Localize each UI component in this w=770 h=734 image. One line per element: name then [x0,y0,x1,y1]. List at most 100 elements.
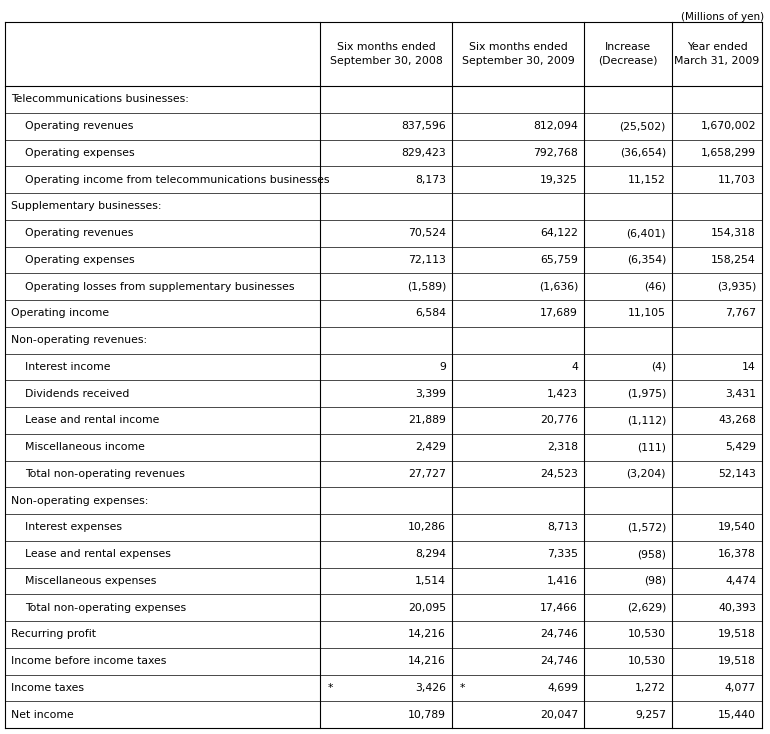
Text: 64,122: 64,122 [540,228,578,238]
Text: 4,474: 4,474 [725,576,756,586]
Text: (2,629): (2,629) [627,603,666,613]
Text: 8,713: 8,713 [547,523,578,532]
Text: 19,518: 19,518 [718,656,756,666]
Text: Six months ended
September 30, 2008: Six months ended September 30, 2008 [330,43,443,65]
Text: 14,216: 14,216 [408,629,446,639]
Text: *: * [328,683,333,693]
Text: (111): (111) [637,442,666,452]
Text: Dividends received: Dividends received [25,388,129,399]
Text: 9,257: 9,257 [635,710,666,719]
Text: 4,699: 4,699 [547,683,578,693]
Text: (25,502): (25,502) [620,121,666,131]
Text: 40,393: 40,393 [718,603,756,613]
Text: Lease and rental income: Lease and rental income [25,415,159,426]
Text: Operating expenses: Operating expenses [25,255,135,265]
Text: (3,204): (3,204) [627,469,666,479]
Text: Miscellaneous income: Miscellaneous income [25,442,145,452]
Text: Interest expenses: Interest expenses [25,523,122,532]
Text: 27,727: 27,727 [408,469,446,479]
Text: Operating revenues: Operating revenues [25,121,133,131]
Text: (3,935): (3,935) [717,282,756,291]
Text: Increase
(Decrease): Increase (Decrease) [598,43,658,65]
Text: Net income: Net income [11,710,74,719]
Text: 1,416: 1,416 [547,576,578,586]
Text: Total non-operating expenses: Total non-operating expenses [25,603,186,613]
Text: Interest income: Interest income [25,362,111,372]
Text: 17,689: 17,689 [540,308,578,319]
Text: (1,975): (1,975) [627,388,666,399]
Text: 1,514: 1,514 [415,576,446,586]
Text: Year ended
March 31, 2009: Year ended March 31, 2009 [675,43,760,65]
Text: 158,254: 158,254 [711,255,756,265]
Text: Operating revenues: Operating revenues [25,228,133,238]
Text: 20,095: 20,095 [408,603,446,613]
Text: 3,426: 3,426 [415,683,446,693]
Text: Operating expenses: Operating expenses [25,148,135,158]
Text: 14,216: 14,216 [408,656,446,666]
Text: 10,530: 10,530 [628,629,666,639]
Text: 15,440: 15,440 [718,710,756,719]
Text: 11,703: 11,703 [718,175,756,185]
Text: 24,746: 24,746 [540,656,578,666]
Text: 24,746: 24,746 [540,629,578,639]
Text: 19,325: 19,325 [540,175,578,185]
Text: (1,589): (1,589) [407,282,446,291]
Text: 837,596: 837,596 [401,121,446,131]
Text: Non-operating expenses:: Non-operating expenses: [11,495,149,506]
Text: 7,767: 7,767 [725,308,756,319]
Text: (1,112): (1,112) [627,415,666,426]
Text: (1,572): (1,572) [627,523,666,532]
Text: Total non-operating revenues: Total non-operating revenues [25,469,185,479]
Text: 792,768: 792,768 [534,148,578,158]
Text: 8,173: 8,173 [415,175,446,185]
Text: Operating income from telecommunications businesses: Operating income from telecommunications… [25,175,330,185]
Text: (36,654): (36,654) [620,148,666,158]
Text: Non-operating revenues:: Non-operating revenues: [11,335,147,345]
Text: 2,429: 2,429 [415,442,446,452]
Text: 65,759: 65,759 [540,255,578,265]
Text: 24,523: 24,523 [540,469,578,479]
Text: 2,318: 2,318 [547,442,578,452]
Text: 154,318: 154,318 [711,228,756,238]
Text: 11,152: 11,152 [628,175,666,185]
Text: 19,518: 19,518 [718,629,756,639]
Text: 21,889: 21,889 [408,415,446,426]
Text: (Millions of yen): (Millions of yen) [681,12,764,22]
Text: Lease and rental expenses: Lease and rental expenses [25,549,171,559]
Text: 1,423: 1,423 [547,388,578,399]
Text: 8,294: 8,294 [415,549,446,559]
Text: 10,530: 10,530 [628,656,666,666]
Text: (46): (46) [644,282,666,291]
Text: 1,670,002: 1,670,002 [701,121,756,131]
Text: 7,335: 7,335 [547,549,578,559]
Text: 20,047: 20,047 [540,710,578,719]
Text: 1,272: 1,272 [635,683,666,693]
Text: 3,399: 3,399 [415,388,446,399]
Text: Operating losses from supplementary businesses: Operating losses from supplementary busi… [25,282,294,291]
Text: 6,584: 6,584 [415,308,446,319]
Text: 20,776: 20,776 [540,415,578,426]
Text: 4: 4 [571,362,578,372]
Text: 4,077: 4,077 [725,683,756,693]
Text: (958): (958) [637,549,666,559]
Text: (4): (4) [651,362,666,372]
Text: Income before income taxes: Income before income taxes [11,656,166,666]
Text: Income taxes: Income taxes [11,683,84,693]
Text: 829,423: 829,423 [401,148,446,158]
Text: 52,143: 52,143 [718,469,756,479]
Text: 10,286: 10,286 [408,523,446,532]
Text: 72,113: 72,113 [408,255,446,265]
Text: 3,431: 3,431 [725,388,756,399]
Text: 17,466: 17,466 [540,603,578,613]
Text: 43,268: 43,268 [718,415,756,426]
Text: 5,429: 5,429 [725,442,756,452]
Text: Miscellaneous expenses: Miscellaneous expenses [25,576,156,586]
Text: (6,354): (6,354) [627,255,666,265]
Text: 1,658,299: 1,658,299 [701,148,756,158]
Text: (6,401): (6,401) [627,228,666,238]
Text: Supplementary businesses:: Supplementary businesses: [11,201,162,211]
Text: 70,524: 70,524 [408,228,446,238]
Text: (1,636): (1,636) [539,282,578,291]
Text: 16,378: 16,378 [718,549,756,559]
Text: 10,789: 10,789 [408,710,446,719]
